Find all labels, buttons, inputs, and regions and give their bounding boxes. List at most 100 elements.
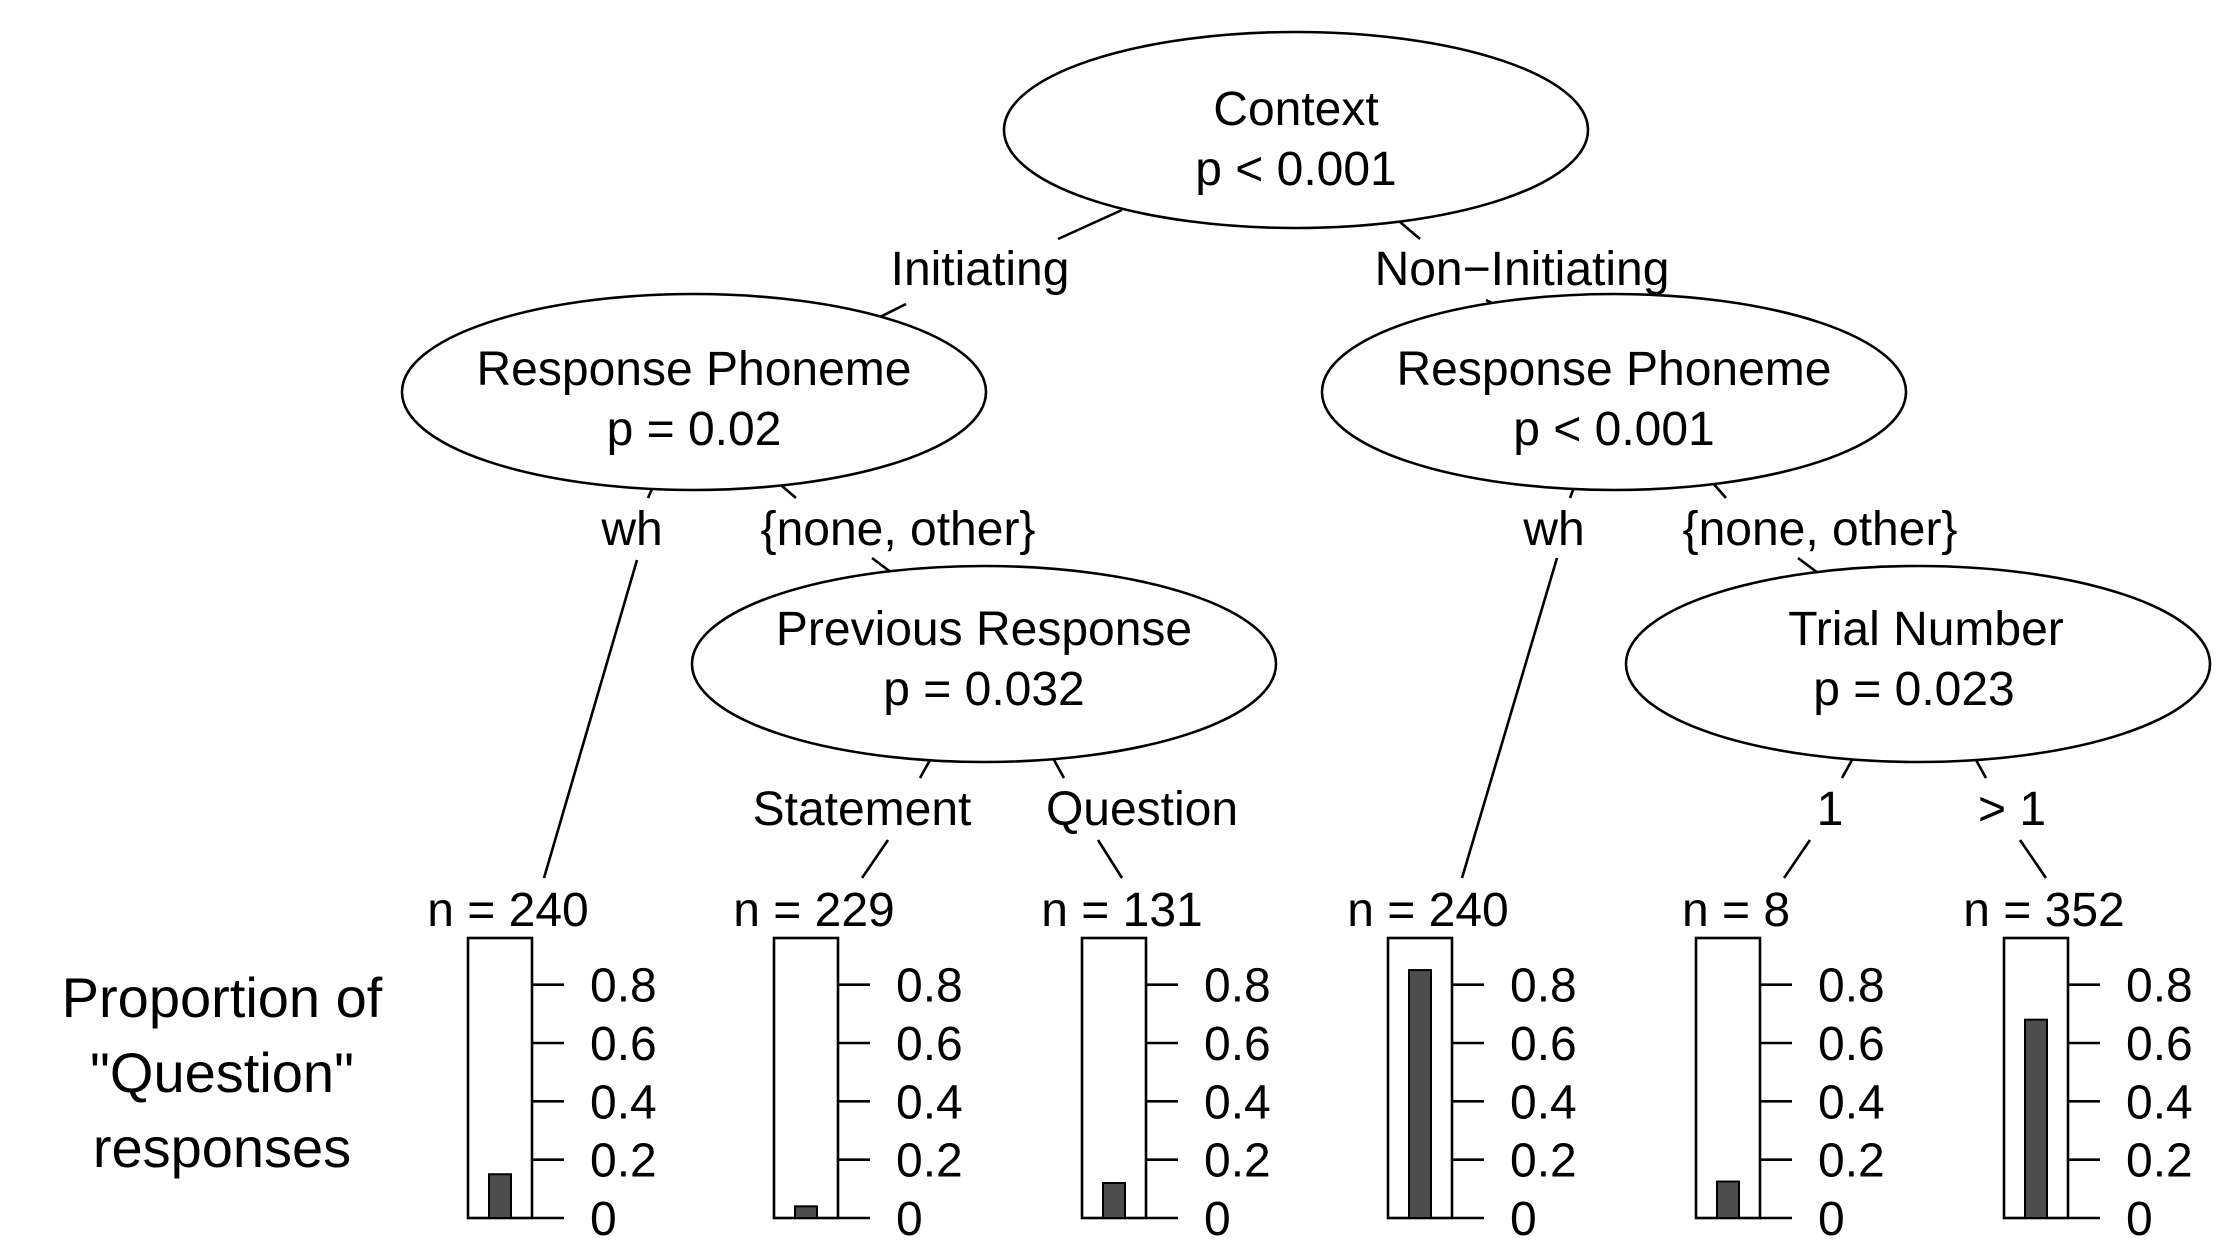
edge-line-non-initiating-top xyxy=(1399,221,1421,240)
leaf-5-bar xyxy=(1716,1180,1740,1219)
edge-label-left-none-other: {none, other} xyxy=(761,503,1036,556)
edge-label-right-wh: wh xyxy=(1522,503,1584,556)
leaf-3-tick-label-0: 0 xyxy=(1204,1193,1231,1246)
leaf-1-n-label: n = 240 xyxy=(427,884,588,937)
edge-label-right-none-other: {none, other} xyxy=(1683,503,1958,556)
leaf-1-tick-label-0.8: 0.8 xyxy=(590,960,657,1013)
leaf-2-tick-label-0.6: 0.6 xyxy=(896,1018,963,1071)
leaf-6-tick-label-0.8: 0.8 xyxy=(2126,960,2193,1013)
edge-line-question-bottom xyxy=(1096,839,1124,879)
leaf-6-tick-label-0.4: 0.4 xyxy=(2126,1076,2193,1129)
edge-line-right-wh-bottom xyxy=(1460,557,1559,879)
leaf-4-tick-label-0.8: 0.8 xyxy=(1510,960,1577,1013)
leaf-5-tick-label-0.6: 0.6 xyxy=(1818,1018,1885,1071)
edge-labels: Initiating Non−Initiating wh {none, othe… xyxy=(600,243,2046,836)
leaf-5-tick-label-0.4: 0.4 xyxy=(1818,1076,1885,1129)
node-trial-number: Trial Number p = 0.023 xyxy=(1624,564,2212,764)
leaf-2-box xyxy=(772,936,840,1220)
node-previous-response-p: p = 0.032 xyxy=(883,663,1085,716)
leaf-1-tick-label-0: 0 xyxy=(590,1193,617,1246)
leaf-2-tick-label-0.8: 0.8 xyxy=(896,960,963,1013)
leaf-6-n-label: n = 352 xyxy=(1963,884,2124,937)
leaf-5-n-label: n = 8 xyxy=(1682,884,1790,937)
leaf-3-n-label: n = 131 xyxy=(1041,884,1202,937)
leaf-6-tick-label-0.2: 0.2 xyxy=(2126,1135,2193,1188)
node-response-phoneme-right-ellipse xyxy=(1320,292,1908,492)
node-trial-number-ellipse xyxy=(1624,564,2212,764)
leaf-2-n-label: n = 229 xyxy=(733,884,894,937)
edge-label-question: Question xyxy=(1046,783,1238,836)
edge-line-initiating-top xyxy=(1057,208,1123,241)
leaf-3-tick-label-0.4: 0.4 xyxy=(1204,1076,1271,1129)
edge-line-statement-top xyxy=(918,759,932,779)
node-response-phoneme-right-name: Response Phoneme xyxy=(1397,343,1832,396)
node-trial-number-name: Trial Number xyxy=(1788,603,2064,656)
leaf-1-tick-label-0.4: 0.4 xyxy=(590,1076,657,1129)
edge-line-left-none-top xyxy=(781,485,797,499)
y-axis-label-line-3: responses xyxy=(93,1116,351,1179)
leaf-2-tick-label-0.2: 0.2 xyxy=(896,1135,963,1188)
edge-line-left-wh-bottom xyxy=(542,559,639,879)
edge-line-trial-1-top xyxy=(1840,759,1854,779)
edge-line-trial-1-bottom xyxy=(1782,839,1812,879)
leaf-5-tick-label-0.2: 0.2 xyxy=(1818,1135,1885,1188)
node-previous-response-ellipse xyxy=(690,564,1278,764)
leaf-6-tick-label-0.6: 0.6 xyxy=(2126,1018,2193,1071)
node-context: Context p < 0.001 xyxy=(1002,30,1590,230)
leaf-5-box xyxy=(1694,936,1762,1220)
edge-line-trial-gt1-bottom xyxy=(2018,839,2048,879)
leaf-1-tick-label-0.2: 0.2 xyxy=(590,1135,657,1188)
node-response-phoneme-left-ellipse xyxy=(400,292,988,492)
leaf-5: n = 8 0.80.60.4 0.20 xyxy=(1682,884,1885,1246)
leaf-4-tick-label-0: 0 xyxy=(1510,1193,1537,1246)
edge-line-initiating-bottom xyxy=(877,302,907,320)
y-axis-label-line-2: "Question" xyxy=(90,1041,354,1104)
leaf-2-tick-label-0: 0 xyxy=(896,1193,923,1246)
leaf-3-tick-label-0.6: 0.6 xyxy=(1204,1018,1271,1071)
leaf-3-bar xyxy=(1102,1182,1126,1219)
leaf-4-tick-label-0.4: 0.4 xyxy=(1510,1076,1577,1129)
leaf-3-tick-label-0.2: 0.2 xyxy=(1204,1135,1271,1188)
leaf-6-tick-label-0: 0 xyxy=(2126,1193,2153,1246)
leaf-4-tick-label-0.2: 0.2 xyxy=(1510,1135,1577,1188)
leaf-1-tick-label-0.6: 0.6 xyxy=(590,1018,657,1071)
node-context-p: p < 0.001 xyxy=(1195,143,1397,196)
leaf-2-bar xyxy=(794,1205,818,1220)
leaf-4-bar xyxy=(1408,969,1432,1219)
edge-label-initiating: Initiating xyxy=(891,243,1070,296)
edge-label-trial-gt1: > 1 xyxy=(1978,783,2046,836)
node-previous-response-name: Previous Response xyxy=(776,603,1192,656)
node-context-ellipse xyxy=(1002,30,1590,230)
leaf-5-tick-label-0: 0 xyxy=(1818,1193,1845,1246)
leaf-2-tick-label-0.4: 0.4 xyxy=(896,1076,963,1129)
leaf-5-tick-label-0.8: 0.8 xyxy=(1818,960,1885,1013)
leaf-1-bar xyxy=(488,1173,512,1219)
edge-line-trial-gt1-top xyxy=(1974,759,1988,779)
edge-label-non-initiating: Non−Initiating xyxy=(1375,243,1670,296)
node-trial-number-p: p = 0.023 xyxy=(1813,663,2015,716)
edge-label-trial-1: 1 xyxy=(1817,783,1844,836)
leaf-4-tick-label-0.6: 0.6 xyxy=(1510,1018,1577,1071)
node-response-phoneme-left-p: p = 0.02 xyxy=(607,403,782,456)
edge-label-statement: Statement xyxy=(753,783,972,836)
node-response-phoneme-left-name: Response Phoneme xyxy=(477,343,912,396)
node-previous-response: Previous Response p = 0.032 xyxy=(690,564,1278,764)
node-response-phoneme-right-p: p < 0.001 xyxy=(1513,403,1715,456)
leaf-6-bar xyxy=(2024,1018,2048,1220)
node-response-phoneme-right: Response Phoneme p < 0.001 xyxy=(1320,292,1908,492)
leaf-3-tick-label-0.8: 0.8 xyxy=(1204,960,1271,1013)
node-response-phoneme-left: Response Phoneme p = 0.02 xyxy=(400,292,988,492)
node-context-name: Context xyxy=(1213,83,1378,136)
leaf-3-box xyxy=(1080,936,1148,1220)
y-axis-label: Proportion of "Question" responses xyxy=(62,966,383,1179)
leaf-4-n-label: n = 240 xyxy=(1347,884,1508,937)
edge-line-statement-bottom xyxy=(860,839,890,879)
leaf-1-box xyxy=(466,936,534,1220)
edge-label-left-wh: wh xyxy=(600,503,662,556)
